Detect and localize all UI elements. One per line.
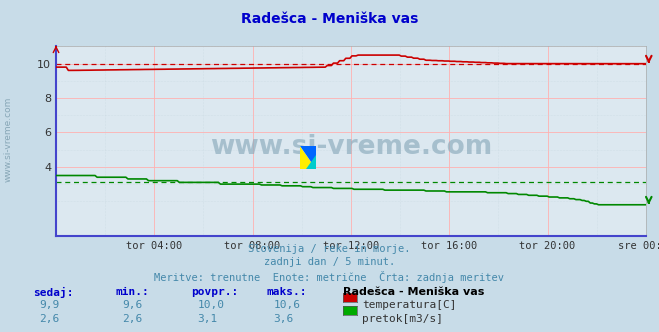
Text: 10,6: 10,6: [273, 300, 301, 310]
Text: pretok[m3/s]: pretok[m3/s]: [362, 314, 444, 324]
Text: 10,0: 10,0: [198, 300, 225, 310]
Text: 2,6: 2,6: [40, 314, 60, 324]
Text: 3,6: 3,6: [273, 314, 294, 324]
Polygon shape: [300, 146, 316, 169]
Text: 2,6: 2,6: [122, 314, 142, 324]
Text: Radešca - Meniška vas: Radešca - Meniška vas: [343, 287, 484, 297]
Text: Meritve: trenutne  Enote: metrične  Črta: zadnja meritev: Meritve: trenutne Enote: metrične Črta: …: [154, 271, 505, 283]
Text: sedaj:: sedaj:: [33, 287, 73, 298]
Text: 9,9: 9,9: [40, 300, 60, 310]
Text: maks.:: maks.:: [267, 287, 307, 297]
Text: povpr.:: povpr.:: [191, 287, 239, 297]
Text: min.:: min.:: [115, 287, 149, 297]
Text: www.si-vreme.com: www.si-vreme.com: [210, 134, 492, 160]
Text: zadnji dan / 5 minut.: zadnji dan / 5 minut.: [264, 257, 395, 267]
Text: Radešca - Meniška vas: Radešca - Meniška vas: [241, 12, 418, 26]
Text: 3,1: 3,1: [198, 314, 218, 324]
Text: 9,6: 9,6: [122, 300, 142, 310]
Polygon shape: [300, 146, 316, 169]
Polygon shape: [306, 155, 316, 169]
Text: Slovenija / reke in morje.: Slovenija / reke in morje.: [248, 244, 411, 254]
Text: www.si-vreme.com: www.si-vreme.com: [3, 97, 13, 182]
Text: temperatura[C]: temperatura[C]: [362, 300, 457, 310]
